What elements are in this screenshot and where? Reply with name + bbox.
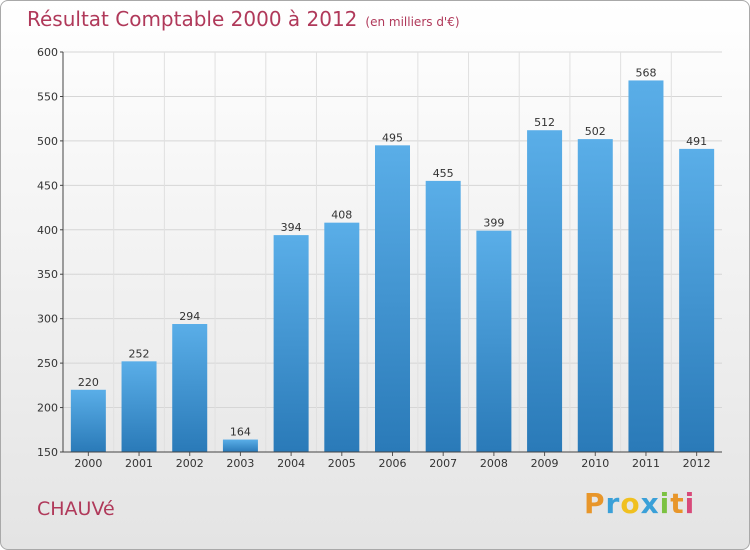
value-label: 502: [585, 125, 606, 138]
x-tick-label: 2006: [379, 457, 407, 470]
y-tick-label: 300: [37, 313, 58, 326]
x-tick-label: 2005: [328, 457, 356, 470]
y-tick-label: 350: [37, 268, 58, 281]
x-tick-label: 2008: [480, 457, 508, 470]
bar-2000: [70, 389, 106, 452]
value-label: 512: [534, 116, 555, 129]
value-label: 568: [635, 66, 656, 79]
bar-2003: [222, 439, 258, 452]
bar-2010: [577, 139, 613, 452]
bar-2009: [527, 130, 563, 452]
value-label: 491: [686, 135, 707, 148]
y-tick-label: 500: [37, 135, 58, 148]
x-tick-label: 2011: [632, 457, 660, 470]
chart-title: Résultat Comptable 2000 à 2012 (en millie…: [27, 7, 460, 31]
y-tick-label: 600: [37, 46, 58, 59]
value-label: 394: [281, 221, 302, 234]
x-tick-label: 2007: [429, 457, 457, 470]
bar-2002: [172, 324, 208, 452]
bar-2011: [628, 80, 664, 452]
x-tick-label: 2002: [176, 457, 204, 470]
value-label: 164: [230, 426, 251, 439]
x-tick-label: 2003: [226, 457, 254, 470]
bar-2007: [425, 180, 461, 452]
y-tick-label: 550: [37, 90, 58, 103]
bar-2004: [273, 235, 309, 452]
y-tick-label: 200: [37, 402, 58, 415]
value-label: 220: [78, 376, 99, 389]
bar-2005: [324, 222, 360, 452]
x-tick-label: 2000: [74, 457, 102, 470]
value-label: 495: [382, 131, 403, 144]
x-tick-label: 2012: [683, 457, 711, 470]
value-label: 294: [179, 310, 200, 323]
bar-2006: [375, 145, 410, 453]
proxiti-logo: Proxiti: [584, 487, 696, 520]
bar-2001: [121, 361, 157, 452]
x-tick-label: 2001: [125, 457, 153, 470]
chart-subtitle: (en milliers d'€): [365, 15, 460, 29]
y-tick-label: 450: [37, 179, 58, 192]
value-label: 399: [483, 217, 504, 230]
x-tick-label: 2009: [531, 457, 559, 470]
bar-2012: [679, 148, 715, 452]
value-label: 455: [433, 167, 454, 180]
y-tick-label: 150: [37, 446, 58, 459]
x-tick-label: 2010: [581, 457, 609, 470]
x-tick-label: 2004: [277, 457, 305, 470]
value-label: 252: [129, 347, 150, 360]
value-label: 408: [331, 209, 352, 222]
chart-title-text: Résultat Comptable 2000 à 2012: [27, 7, 358, 31]
commune-name: CHAUVé: [37, 498, 115, 520]
bar-2008: [476, 230, 512, 452]
y-tick-label: 250: [37, 357, 58, 370]
y-tick-label: 400: [37, 224, 58, 237]
